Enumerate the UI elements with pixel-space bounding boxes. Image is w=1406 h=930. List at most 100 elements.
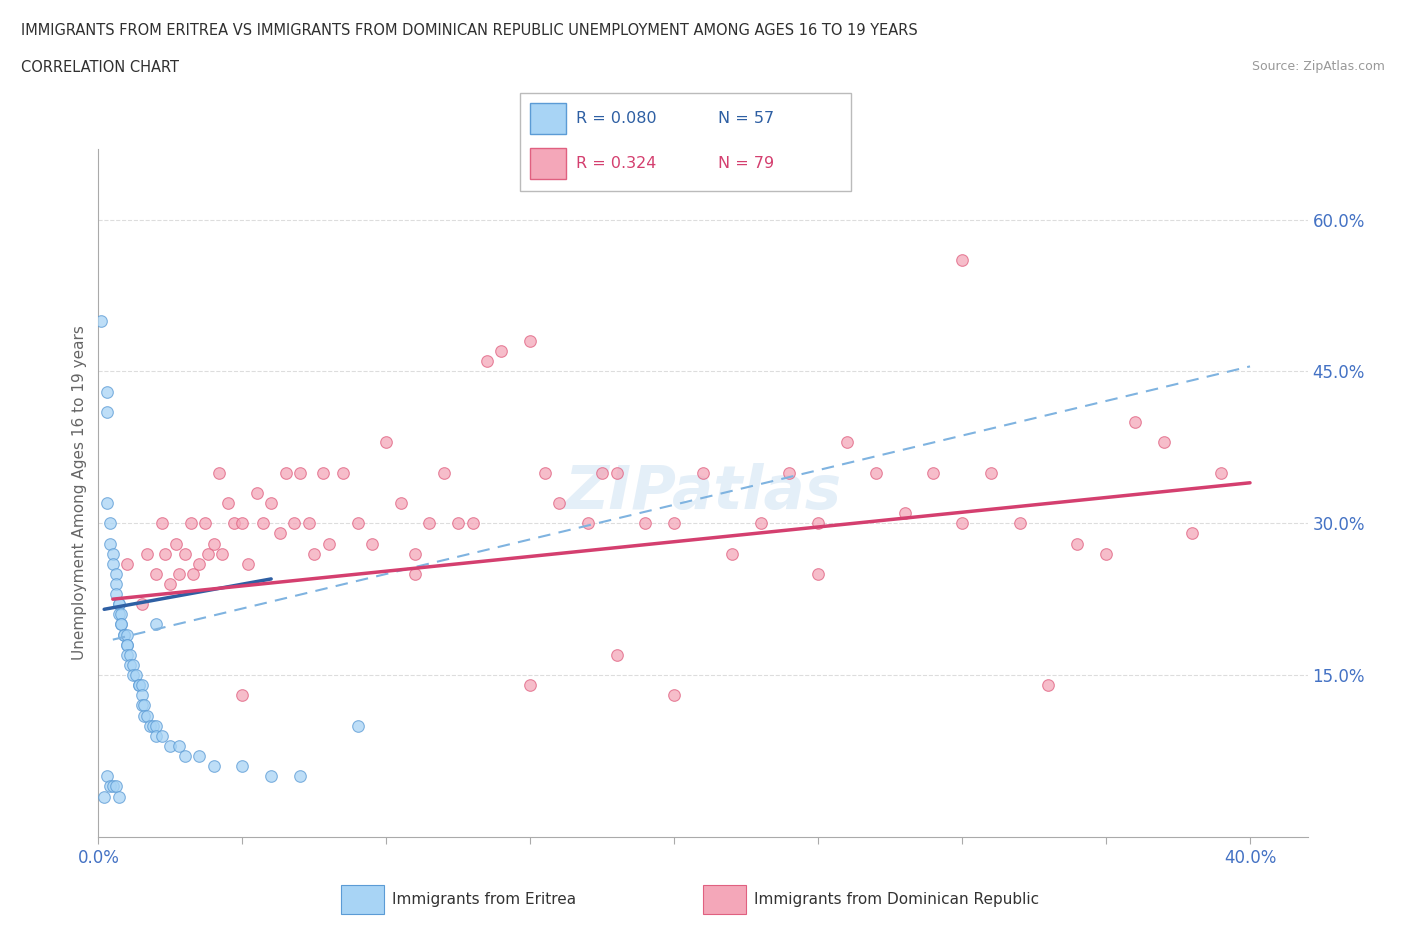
Point [922, 465, 945, 480]
Point [173, 749, 195, 764]
Point [222, 516, 245, 531]
Point [180, 516, 202, 531]
Text: Source: ZipAtlas.com: Source: ZipAtlas.com [1251, 60, 1385, 73]
Point [142, 718, 165, 733]
Point [167, 738, 190, 753]
Point [115, 637, 138, 652]
Point [1095, 546, 1118, 561]
Point [260, 496, 283, 511]
Point [98, 516, 121, 531]
Point [145, 617, 167, 631]
Point [125, 668, 148, 683]
Point [950, 516, 973, 531]
Point [122, 668, 145, 683]
Bar [340, 885, 384, 914]
Point [96, 496, 118, 511]
Point [134, 698, 156, 713]
Point [173, 546, 195, 561]
Point [183, 566, 205, 581]
Point [115, 556, 138, 571]
Point [145, 718, 167, 733]
Point [202, 536, 225, 551]
Point [194, 516, 217, 531]
Point [606, 465, 628, 480]
Point [274, 465, 297, 480]
Point [128, 678, 150, 693]
Point [231, 516, 253, 531]
Bar [530, 148, 567, 179]
Point [208, 465, 231, 480]
Point [418, 516, 440, 531]
Point [980, 465, 1002, 480]
Point [136, 708, 159, 723]
Point [1008, 516, 1031, 531]
Point [96, 384, 118, 399]
Point [107, 789, 129, 804]
Text: Immigrants from Dominican Republic: Immigrants from Dominican Republic [754, 892, 1039, 908]
Point [283, 516, 305, 531]
Point [101, 779, 124, 794]
Point [211, 546, 233, 561]
Point [720, 546, 742, 561]
Point [145, 728, 167, 743]
Point [134, 708, 156, 723]
Point [807, 566, 830, 581]
Point [131, 688, 153, 703]
Point [375, 435, 398, 450]
Point [1181, 526, 1204, 541]
Point [269, 526, 291, 541]
Point [312, 465, 335, 480]
Point [159, 738, 181, 753]
Point [404, 546, 426, 561]
Point [404, 566, 426, 581]
Point [1066, 536, 1088, 551]
Point [389, 496, 412, 511]
Point [576, 516, 599, 531]
Bar [703, 885, 747, 914]
Point [104, 577, 127, 591]
Point [835, 435, 858, 450]
Point [139, 718, 162, 733]
Point [101, 546, 124, 561]
Point [475, 354, 498, 369]
Point [533, 465, 555, 480]
Point [122, 658, 145, 672]
Point [332, 465, 354, 480]
Point [153, 546, 176, 561]
Text: R = 0.080: R = 0.080 [576, 111, 657, 126]
Point [150, 728, 173, 743]
Point [96, 405, 118, 419]
Point [120, 647, 142, 662]
Point [107, 607, 129, 622]
Point [167, 566, 190, 581]
Y-axis label: Unemployment Among Ages 16 to 19 years: Unemployment Among Ages 16 to 19 years [72, 326, 87, 660]
Point [128, 678, 150, 693]
Point [778, 465, 800, 480]
Point [288, 769, 311, 784]
Point [131, 678, 153, 693]
Point [749, 516, 772, 531]
Point [246, 485, 269, 500]
Point [231, 688, 253, 703]
Point [202, 759, 225, 774]
Point [297, 516, 319, 531]
Point [112, 627, 135, 642]
Point [90, 313, 112, 328]
Point [548, 496, 571, 511]
Point [447, 516, 470, 531]
Point [591, 465, 613, 480]
Bar [530, 103, 567, 134]
Point [188, 556, 211, 571]
Point [98, 536, 121, 551]
Point [107, 597, 129, 612]
Point [159, 577, 181, 591]
Text: IMMIGRANTS FROM ERITREA VS IMMIGRANTS FROM DOMINICAN REPUBLIC UNEMPLOYMENT AMONG: IMMIGRANTS FROM ERITREA VS IMMIGRANTS FR… [21, 23, 918, 38]
FancyBboxPatch shape [520, 93, 851, 191]
Text: Immigrants from Eritrea: Immigrants from Eritrea [392, 892, 576, 908]
Point [93, 789, 115, 804]
Point [1038, 678, 1060, 693]
Point [692, 465, 714, 480]
Point [1211, 465, 1233, 480]
Point [288, 465, 311, 480]
Point [304, 546, 326, 561]
